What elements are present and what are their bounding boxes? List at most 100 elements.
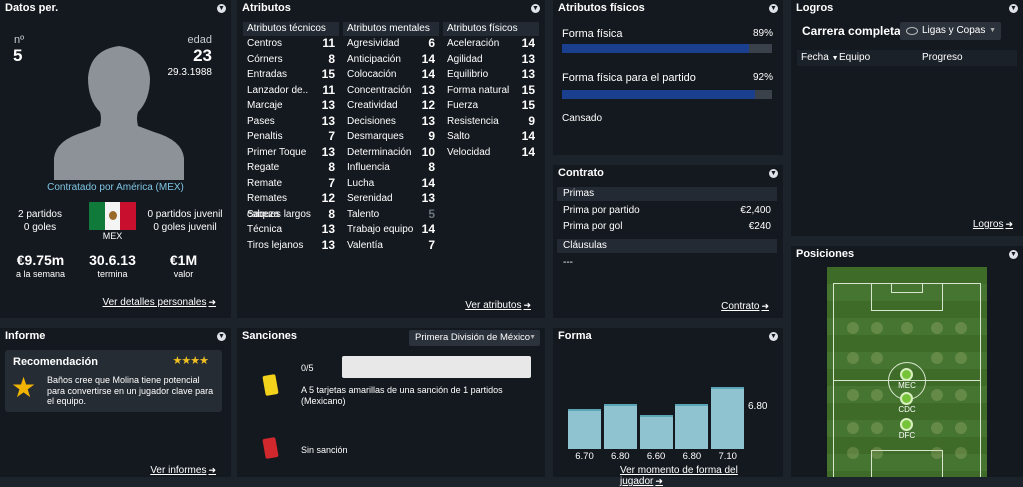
attribute-row[interactable]: Resistencia 9	[443, 114, 539, 130]
attributes-panel: Atributos ▼ Atributos técnicos Centros 11 C…	[237, 0, 545, 318]
contract-link[interactable]: Contrato ➜	[721, 301, 769, 312]
attribute-row[interactable]: Concentración 13	[343, 83, 439, 99]
attribute-name: Determinación	[347, 146, 412, 158]
attribute-value: 11	[322, 82, 335, 97]
attributes-link[interactable]: Ver atributos ➜	[465, 300, 531, 311]
attribute-row[interactable]: Pases 13	[243, 114, 339, 130]
chevron-down-icon[interactable]: ▼	[1009, 250, 1018, 259]
attribute-row[interactable]: Córners 8	[243, 52, 339, 68]
chevron-down-icon[interactable]: ▼	[769, 332, 778, 341]
position-marker-cdc	[900, 392, 913, 405]
col-progress[interactable]: Progreso	[922, 52, 963, 63]
attribute-row[interactable]: Centros 11	[243, 36, 339, 52]
contract-title: Contrato ▼	[558, 167, 778, 179]
attribute-name: Lanzador de..	[247, 84, 309, 96]
attribute-row[interactable]: Determinación 10	[343, 145, 439, 161]
form-bar[interactable]	[639, 415, 673, 449]
mexico-flag-icon	[89, 202, 137, 230]
technical-header: Atributos técnicos	[243, 22, 339, 36]
attribute-value: 8	[428, 160, 435, 174]
attribute-row[interactable]: Colocación 14	[343, 67, 439, 83]
attribute-row[interactable]: Entradas 15	[243, 67, 339, 83]
attribute-row[interactable]: Velocidad 14	[443, 145, 539, 161]
attribute-row[interactable]: Marcaje 13	[243, 98, 339, 114]
attribute-row[interactable]: Desmarques 9	[343, 129, 439, 145]
condition-text: Cansado	[562, 113, 603, 124]
position-label-mec: MEC	[898, 381, 916, 390]
wage-label: a la semana	[15, 269, 66, 279]
attribute-row[interactable]: Serenidad 13	[343, 191, 439, 207]
attribute-row[interactable]: Lanzador de.. 11	[243, 83, 339, 99]
attribute-name: Aceleración	[447, 38, 500, 49]
attribute-row[interactable]: Creatividad 12	[343, 98, 439, 114]
col-date[interactable]: Fecha ▼	[801, 52, 839, 63]
achievements-link[interactable]: Logros ➜	[972, 219, 1013, 230]
attribute-name: Pases	[247, 115, 275, 127]
attribute-row[interactable]: Decisiones 13	[343, 114, 439, 130]
chevron-down-icon[interactable]: ▼	[217, 332, 226, 341]
attribute-row[interactable]: Regate 8	[243, 160, 339, 176]
personal-details-link[interactable]: Ver detalles personales ➜	[102, 297, 216, 308]
reports-link[interactable]: Ver informes ➜	[150, 465, 216, 476]
eye-icon	[906, 27, 918, 35]
form-title: Forma ▼	[558, 330, 778, 342]
league-dropdown[interactable]: Primera División de México ▼	[409, 330, 540, 346]
attribute-name: Tiros lejanos	[247, 239, 304, 251]
attribute-name: Remates cabeza	[247, 193, 288, 220]
attribute-row[interactable]: Talento 5	[343, 207, 439, 223]
attribute-row[interactable]: Aceleración 14	[443, 36, 539, 52]
form-bar[interactable]	[603, 403, 637, 449]
attribute-name: Marcaje	[247, 100, 283, 111]
attribute-value: 14	[521, 129, 535, 143]
attribute-name: Decisiones	[347, 115, 396, 127]
attribute-row[interactable]: Penaltis 7	[243, 129, 339, 145]
attribute-value: 5	[428, 206, 435, 221]
attribute-row[interactable]: Influencia 8	[343, 160, 439, 176]
form-bar-label: 6.80	[611, 451, 630, 462]
chevron-down-icon[interactable]: ▼	[1009, 4, 1018, 13]
form-bar[interactable]	[711, 386, 745, 449]
physical-status-panel: Atributos físicos ▼ Forma física 89% Form…	[553, 0, 783, 155]
attribute-row[interactable]: Agresividad 6	[343, 36, 439, 52]
attribute-row[interactable]: Agilidad 13	[443, 52, 539, 68]
form-bar[interactable]	[675, 403, 709, 449]
form-bar[interactable]	[568, 409, 601, 449]
star-icon: ★	[11, 372, 37, 403]
achievements-title: Logros ▼	[796, 2, 1018, 14]
wage: €9.75m	[16, 252, 65, 268]
form-link[interactable]: Ver momento de forma del jugador ➜	[620, 465, 738, 487]
attribute-row[interactable]: Anticipación 14	[343, 52, 439, 68]
attribute-row[interactable]: Técnica 13	[243, 222, 339, 238]
col-team[interactable]: Equipo	[839, 52, 871, 63]
attribute-row[interactable]: Trabajo equipo 14	[343, 222, 439, 238]
chevron-down-icon[interactable]: ▼	[217, 4, 226, 13]
chevron-down-icon[interactable]: ▼	[769, 4, 778, 13]
attribute-name: Entradas	[247, 69, 288, 80]
attribute-name: Resistencia	[447, 115, 499, 127]
attribute-row[interactable]: Valentía 7	[343, 238, 439, 254]
attribute-value: 13	[421, 82, 435, 97]
form-chart: 6.70 6.80 6.60 6.80 7.10	[553, 328, 783, 477]
attribute-name: Creatividad	[347, 100, 398, 111]
attribute-row[interactable]: Remate 7	[243, 176, 339, 192]
chevron-down-icon[interactable]: ▼	[531, 4, 540, 13]
attribute-row[interactable]: Salto 14	[443, 129, 539, 145]
recommendation-text: Baños cree que Molina tiene potencial pa…	[47, 375, 214, 406]
attribute-row[interactable]: Equilibrio 13	[443, 67, 539, 83]
position-label-cdc: CDC	[898, 405, 916, 414]
attribute-row[interactable]: Remates cabeza 12	[243, 191, 339, 220]
achievements-filter-dropdown[interactable]: Ligas y Copas ▼	[900, 22, 1001, 40]
attribute-row[interactable]: Saques largos 8	[243, 207, 339, 223]
attribute-row[interactable]: Fuerza 15	[443, 98, 539, 114]
attribute-row[interactable]: Primer Toque 13	[243, 145, 339, 161]
chevron-down-icon[interactable]: ▼	[769, 169, 778, 178]
attribute-row[interactable]: Tiros lejanos 13	[243, 238, 339, 254]
attribute-row[interactable]: Lucha 14	[343, 176, 439, 192]
attribute-name: Forma natural	[447, 84, 510, 96]
technical-column: Atributos técnicos Centros 11 Córners 8 Entr…	[243, 22, 339, 253]
number-label: nº	[14, 34, 25, 46]
contract-by[interactable]: Contratado por América (MEX)	[47, 182, 184, 193]
attribute-row[interactable]: Forma natural 15	[443, 83, 539, 99]
attributes-title: Atributos ▼	[242, 2, 540, 14]
achievements-panel: Logros ▼ Carrera completa Ligas y Copas ▼…	[791, 0, 1023, 236]
